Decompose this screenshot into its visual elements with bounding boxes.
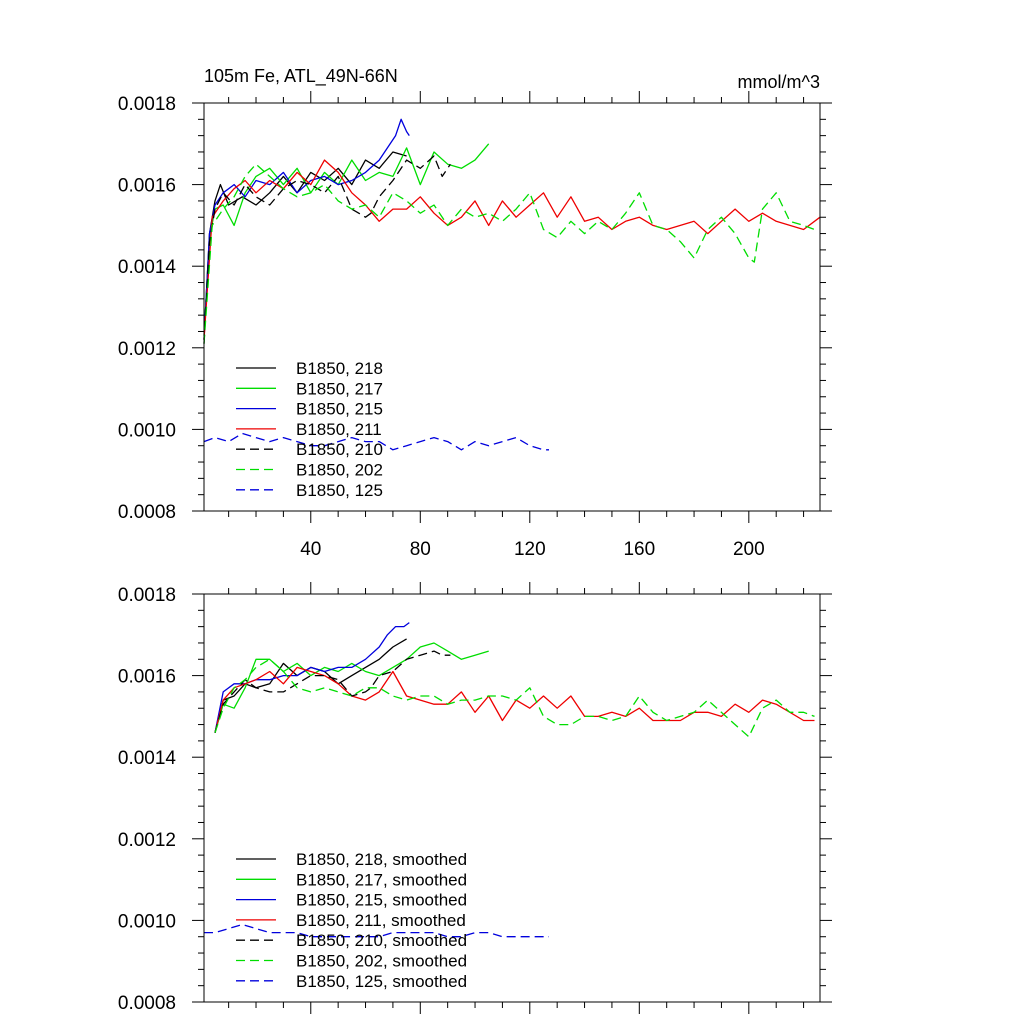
legend-label: B1850, 215, smoothed [296, 891, 467, 910]
legend-label: B1850, 218, smoothed [296, 850, 467, 869]
units-label: mmol/m^3 [738, 72, 820, 92]
series-line-b1850-125-smoothed [204, 923, 549, 938]
legend-label: B1850, 202 [296, 461, 383, 480]
series-line-b1850-215 [203, 118, 410, 340]
series-line-b1850-215-smoothed [214, 622, 410, 733]
top-panel: 105m Fe, ATL_49N-66N mmol/m^3 B1850, 218… [118, 66, 832, 560]
series-line-b1850-210 [203, 155, 451, 344]
plot-frame [203, 102, 821, 512]
y-tick-label: 0.0018 [118, 94, 176, 115]
legend-label: B1850, 218 [296, 359, 383, 378]
y-tick-label: 0.0018 [118, 585, 176, 606]
series-layer [203, 118, 821, 451]
series-line-b1850-218-smoothed [214, 638, 407, 733]
x-tick-label: 120 [514, 539, 546, 560]
tick-marks [192, 91, 832, 523]
y-tick-label: 0.0016 [118, 176, 176, 197]
x-tick-label: 80 [410, 539, 431, 560]
x-tick-label: 200 [733, 539, 765, 560]
y-tick-label: 0.0012 [118, 339, 176, 360]
series-line-b1850-211-smoothed [214, 666, 815, 733]
legend-label: B1850, 202, smoothed [296, 952, 467, 971]
legend-label: B1850, 211, smoothed [296, 911, 466, 930]
legend-label: B1850, 211 [296, 420, 382, 439]
tick-labels: 0.0008 0.0010 0.0012 0.0014 0.0016 0.0018 40 80… [118, 94, 765, 560]
y-tick-label: 0.0014 [118, 257, 177, 278]
series-line-b1850-202-smoothed [214, 658, 815, 738]
legend-label: B1850, 210 [296, 440, 383, 459]
legend-label: B1850, 125 [296, 481, 383, 500]
y-tick-label: 0.0014 [118, 748, 177, 769]
y-tick-label: 0.0012 [118, 830, 176, 851]
y-tick-label: 0.0008 [118, 993, 176, 1014]
series-line-b1850-217 [203, 143, 490, 336]
x-tick-label: 160 [623, 539, 655, 560]
legend-label: B1850, 215 [296, 400, 383, 419]
legend-label: B1850, 217 [296, 379, 383, 398]
y-tick-label: 0.0016 [118, 667, 176, 688]
series-line-b1850-125 [203, 432, 549, 451]
series-line-b1850-202 [203, 163, 815, 344]
tick-labels: 0.0008 0.0010 0.0012 0.0014 0.0016 0.0018 [118, 585, 177, 1014]
chart-title: 105m Fe, ATL_49N-66N [204, 66, 398, 87]
series-line-b1850-211 [203, 159, 821, 340]
y-tick-label: 0.0010 [118, 911, 176, 932]
tick-marks [192, 582, 832, 1014]
x-tick-label: 40 [300, 539, 321, 560]
legend-label: B1850, 217, smoothed [296, 870, 467, 889]
series-layer [204, 622, 815, 938]
legend-label: B1850, 125, smoothed [296, 972, 467, 991]
series-line-b1850-210-smoothed [214, 650, 451, 733]
plot-frame [203, 593, 821, 1003]
y-tick-label: 0.0008 [118, 502, 176, 523]
y-tick-label: 0.0010 [118, 420, 176, 441]
legend-label: B1850, 210, smoothed [296, 931, 467, 950]
